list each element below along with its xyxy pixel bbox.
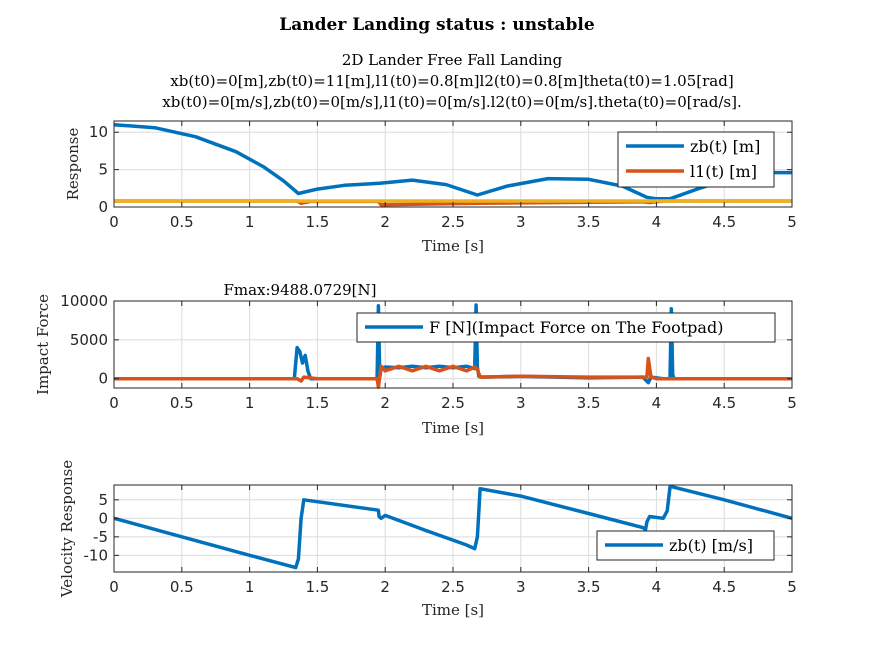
x-tick-label: 0.5 [170,213,194,231]
y-tick-label: 0 [98,509,108,527]
legend-label: l1(t) [m] [690,162,757,181]
legend-label: zb(t) [m] [690,137,760,156]
x-tick-label: 0 [109,394,119,412]
y-axis-label: Velocity Response [58,460,76,598]
x-tick-label: 4.5 [712,394,736,412]
impact-force-plot: 0 0.5 1 1.5 2 2.5 3 3.5 4 4.5 5 0 5000 10000 Time [s] I… [34,292,797,437]
x-tick-label: 5 [787,578,797,596]
legend-label: F [N](Impact Force on The Footpad) [429,318,723,337]
legend: zb(t) [m] l1(t) [m] [617,131,775,188]
x-axis-label: Time [s] [422,237,484,255]
x-tick-label: 2.5 [441,213,465,231]
legend: zb(t) [m/s] [596,530,775,561]
y-tick-label: 10 [89,123,108,141]
x-tick-label: 5 [787,213,797,231]
x-tick-label: 2.5 [441,578,465,596]
figure-title: Lander Landing status : unstable [279,15,595,35]
x-tick-label: 3 [516,213,526,231]
x-tick-label: 1.5 [305,578,329,596]
x-tick-label: 3.5 [577,578,601,596]
x-tick-label: 4 [652,578,662,596]
x-tick-label: 4 [652,213,662,231]
x-tick-label: 0 [109,213,119,231]
x-tick-label: 3.5 [577,394,601,412]
y-axis-label: Impact Force [34,294,52,395]
response-plot: 0 0.5 1 1.5 2 2.5 3 3.5 4 4.5 5 0 5 10 Time [s] Respons… [64,120,797,255]
series-line-1 [113,122,792,201]
x-tick-label: 3 [516,394,526,412]
x-tick-label: 1 [245,394,255,412]
x-tick-label: 2.5 [441,394,465,412]
y-tick-label: -5 [93,528,108,546]
x-tick-label: 0.5 [170,578,194,596]
legend-box [617,131,775,188]
y-tick-label: 5 [98,491,108,509]
x-tick-label: 4.5 [712,578,736,596]
y-tick-label: 5000 [70,331,108,349]
x-tick-label: 0 [109,578,119,596]
legend-label: zb(t) [m/s] [669,536,753,555]
middle-plot-title: Fmax:9488.0729[N] [223,281,376,299]
top-plot-title-line-2: xb(t0)=0[m],zb(t0)=11[m],l1(t0)=0.8[m]l2… [170,72,733,90]
y-tick-label: 0 [98,370,108,388]
legend: F [N](Impact Force on The Footpad) [356,312,776,343]
y-tick-label: -10 [84,546,109,564]
x-tick-label: 2 [380,213,390,231]
x-tick-label: 2 [380,394,390,412]
y-tick-label: 5 [98,161,108,179]
x-tick-label: 0.5 [170,394,194,412]
x-tick-label: 4.5 [712,213,736,231]
series-line-1 [113,485,793,570]
x-axis-label: Time [s] [422,419,484,437]
x-tick-label: 3 [516,578,526,596]
x-tick-label: 4 [652,394,662,412]
y-tick-label: 10000 [60,292,108,310]
top-plot-title: 2D Lander Free Fall Landing xb(t0)=0[m],… [162,51,741,111]
y-axis-label: Response [64,128,82,201]
x-tick-label: 5 [787,394,797,412]
x-tick-label: 1.5 [305,394,329,412]
y-tick-label: 0 [98,198,108,216]
top-plot-title-line-3: xb(t0)=0[m/s],zb(t0)=0[m/s],l1(t0)=0[m/s… [162,93,741,111]
x-tick-label: 3.5 [577,213,601,231]
series-line-2 [114,356,792,389]
x-tick-label: 2 [380,578,390,596]
top-plot-title-line-1: 2D Lander Free Fall Landing [342,51,563,69]
x-tick-label: 1 [245,578,255,596]
x-tick-label: 1.5 [305,213,329,231]
x-axis-label: Time [s] [422,601,484,619]
x-tick-label: 1 [245,213,255,231]
legend-box [356,312,776,343]
